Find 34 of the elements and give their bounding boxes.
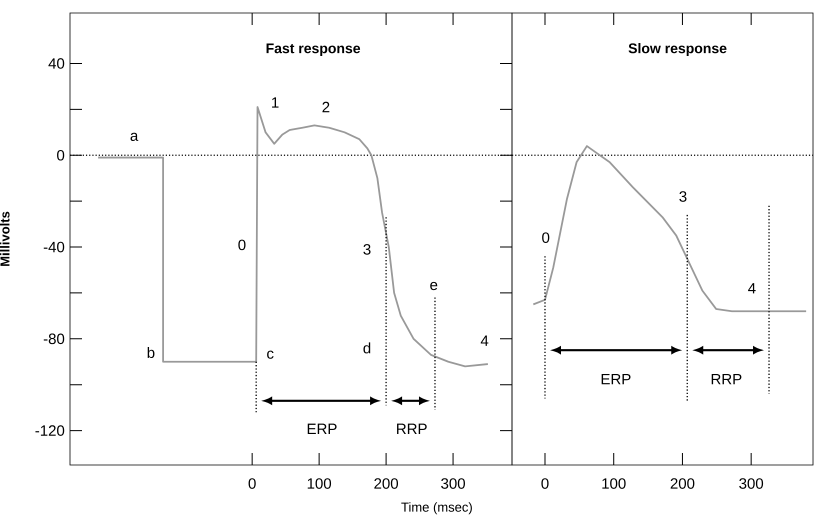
annotation: c xyxy=(267,350,274,359)
annotation: a xyxy=(130,132,138,141)
annotation: 0 xyxy=(542,232,550,243)
annotation: 3 xyxy=(679,191,686,202)
y-tick-label: -120 xyxy=(35,425,64,436)
annotation: d xyxy=(363,342,370,354)
x-tick-label: 0 xyxy=(541,478,549,489)
y-tick-label: 0 xyxy=(57,150,64,161)
y-axis-title: Millivolts xyxy=(0,212,10,266)
annotation: 2 xyxy=(322,102,330,112)
annotation: 1 xyxy=(272,97,279,108)
y-tick-label: 40 xyxy=(48,58,64,69)
annotation: 3 xyxy=(363,244,371,255)
annotation: 4 xyxy=(480,336,488,346)
annotation: b xyxy=(148,346,154,358)
annotation: 4 xyxy=(748,283,756,294)
text: Fast response xyxy=(266,44,360,56)
y-tick-label: -40 xyxy=(44,242,64,252)
x-tick-label: 100 xyxy=(308,478,332,489)
annotation: e xyxy=(430,282,438,290)
x-axis-title: Time (msec) xyxy=(401,502,472,514)
x-tick-label: 200 xyxy=(670,478,694,489)
x-tick-label: 200 xyxy=(374,478,398,489)
x-tick-label: 300 xyxy=(441,478,465,489)
x-tick-label: 300 xyxy=(739,478,764,489)
annotation: RRP xyxy=(397,424,427,434)
x-tick-label: 0 xyxy=(248,478,256,489)
x-tick-label: 100 xyxy=(602,478,626,489)
annotation: ERP xyxy=(602,374,630,384)
text: Slow response xyxy=(628,43,726,56)
annotation: RRP xyxy=(712,374,742,384)
y-tick-label: -80 xyxy=(44,334,64,344)
annotation: 0 xyxy=(238,240,246,250)
annotation: ERP xyxy=(308,424,337,434)
